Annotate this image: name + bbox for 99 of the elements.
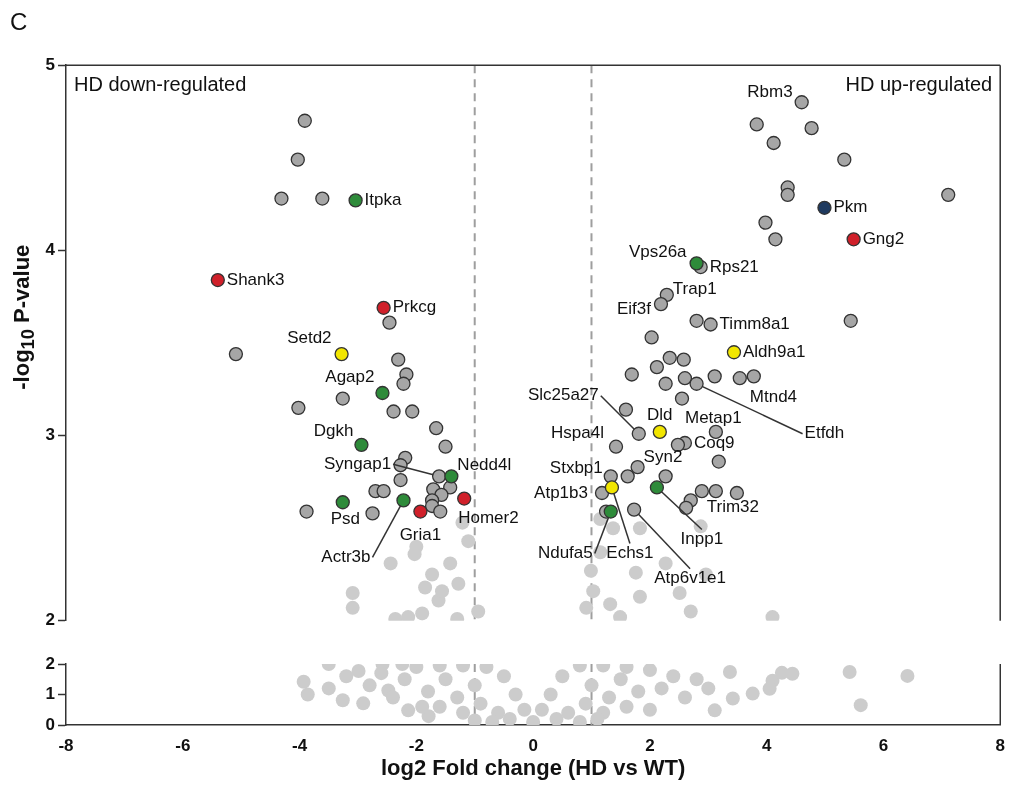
annotation: Trim32: [706, 497, 760, 517]
point: [418, 580, 433, 595]
point: [683, 604, 698, 619]
point: [689, 256, 704, 271]
annotation: Homer2: [458, 508, 519, 528]
annotation: Shank3: [226, 269, 285, 289]
x-tick-label: -8: [58, 735, 74, 755]
point: [846, 232, 861, 247]
x-tick-label: -6: [175, 735, 191, 755]
x-tick-label: 2: [645, 735, 655, 755]
annotation: Actr3b: [321, 547, 371, 567]
annotation: Rps21: [709, 256, 759, 276]
annotation: Pkm: [833, 197, 868, 217]
x-tick-label: -2: [408, 735, 424, 755]
x-tick-label: -4: [292, 735, 308, 755]
point: [415, 606, 430, 621]
point: [375, 385, 390, 401]
annotation: Timm8a1: [719, 314, 790, 334]
point: [457, 491, 472, 506]
point: [210, 272, 225, 288]
point: [606, 521, 621, 536]
annotation: Psd: [330, 508, 361, 528]
point: [435, 584, 450, 599]
annotation: Hspa4l: [551, 423, 605, 443]
point: [649, 480, 665, 495]
point: [354, 437, 369, 453]
annotation: Syn2: [643, 446, 683, 466]
point: [425, 567, 440, 582]
point: [383, 556, 398, 571]
x-tick-label: 8: [995, 735, 1006, 755]
x-tick-label: 0: [528, 735, 538, 755]
annotation: Nedd4l: [457, 455, 512, 475]
annotation: HD up-regulated: [845, 72, 993, 95]
annotation: Rbm3: [747, 81, 793, 101]
x-axis-title: log2 Fold change (HD vs WT): [380, 754, 686, 780]
chart-title: C: [10, 8, 28, 36]
y-tick-label: 1: [45, 684, 55, 704]
y-tick-label: 2: [45, 653, 55, 673]
annotation: HD down-regulated: [74, 72, 247, 95]
annotation: Setd2: [287, 327, 332, 347]
annotation: Dgkh: [313, 420, 354, 440]
point: [603, 504, 618, 519]
y-tick-label: 0: [45, 714, 55, 734]
annotation: Prkcg: [392, 297, 437, 317]
point: [817, 200, 832, 215]
annotation: Aldh9a1: [742, 341, 806, 361]
y-tick-label: 2: [45, 610, 55, 630]
x-tick-label: 6: [878, 735, 889, 755]
annotation: Itpka: [364, 190, 402, 210]
annotation: Echs1: [606, 543, 654, 563]
point: [583, 563, 598, 578]
y-tick-label: 4: [45, 240, 56, 260]
annotation: Coq9: [693, 432, 735, 452]
point: [593, 545, 608, 560]
point: [603, 597, 618, 612]
point: [604, 480, 620, 495]
point: [586, 584, 601, 599]
annotation: Etfdh: [804, 423, 845, 443]
point: [451, 576, 466, 591]
point: [443, 556, 458, 571]
annotation: Atp6v1e1: [654, 568, 727, 588]
point: [632, 521, 647, 536]
x-tick-label: 4: [761, 735, 772, 755]
point: [726, 345, 742, 360]
annotation: Trap1: [672, 278, 717, 298]
annotation: Inpp1: [680, 529, 724, 549]
point: [345, 586, 360, 601]
annotation: Gria1: [399, 525, 442, 545]
point: [579, 600, 594, 615]
point: [444, 469, 459, 484]
point: [334, 346, 349, 362]
point: [335, 495, 350, 510]
point: [658, 556, 673, 571]
annotation: Dld: [647, 404, 673, 424]
annotation: Syngap1: [323, 454, 392, 474]
point: [376, 300, 391, 315]
annotation: Vps26a: [628, 242, 688, 262]
annotation: Metap1: [684, 408, 742, 428]
annotation: Atp1b3: [534, 482, 588, 502]
y-tick-label: 5: [45, 54, 55, 74]
point: [345, 600, 360, 615]
y-tick-label: 3: [45, 425, 55, 445]
annotation: Gng2: [862, 228, 905, 248]
annotation: Ndufa5: [537, 543, 593, 563]
point: [348, 193, 363, 208]
annotation: Eif3f: [616, 298, 652, 318]
point: [409, 539, 424, 554]
point: [652, 424, 667, 440]
point: [672, 586, 687, 601]
point: [628, 565, 643, 580]
annotation: Slc25a27: [527, 385, 599, 405]
annotation: Mtnd4: [749, 386, 798, 406]
point: [396, 493, 411, 508]
point: [413, 504, 428, 519]
annotation: Stxbp1: [549, 458, 603, 478]
point: [632, 589, 647, 604]
point: [471, 604, 486, 619]
point: [461, 534, 476, 549]
annotation: Agap2: [325, 366, 375, 386]
